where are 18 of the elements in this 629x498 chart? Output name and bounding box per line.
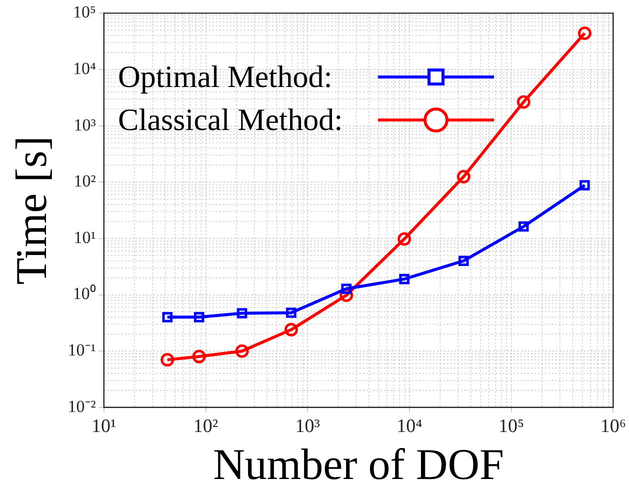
- y-tick-label: 10⁵: [72, 2, 96, 22]
- x-tick-label: 10³: [295, 416, 320, 437]
- y-tick-label: 10⁴: [72, 58, 96, 78]
- x-tick-label: 10⁵: [498, 416, 524, 437]
- x-tick-label: 10¹: [92, 416, 117, 437]
- y-tick-label: 10²: [74, 172, 96, 191]
- x-tick-label: 10⁴: [396, 416, 423, 437]
- y-tick-label: 10³: [74, 115, 96, 134]
- x-axis-title: Number of DOF: [213, 440, 504, 490]
- y-axis-title: Time [s]: [6, 136, 56, 285]
- legend-label: Classical Method:: [118, 102, 344, 138]
- y-tick-label: 10⁻²: [68, 396, 96, 416]
- x-tick-label: 10²: [193, 416, 218, 437]
- y-tick-label: 10⁰: [72, 284, 96, 304]
- x-tick-label: 10⁶: [600, 416, 626, 437]
- legend-label: Optimal Method:: [118, 58, 334, 94]
- y-tick-label: 10⁻¹: [68, 340, 96, 360]
- y-tick-label: 10¹: [74, 228, 96, 247]
